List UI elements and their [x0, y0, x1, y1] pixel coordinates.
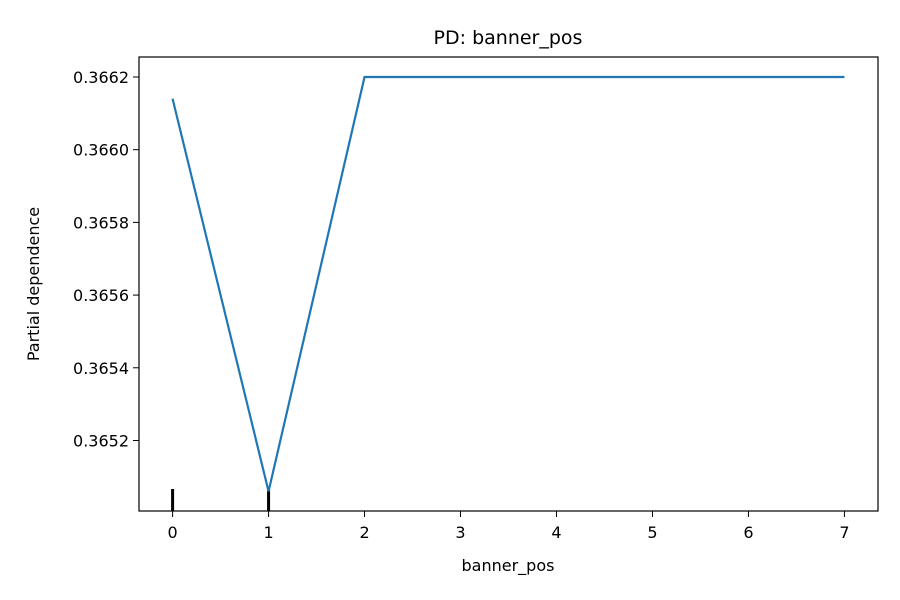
y-tick-label-3: 0.3658 — [73, 213, 129, 232]
pd-series-line-0 — [171, 75, 845, 492]
x-tick-label-7: 7 — [839, 523, 849, 542]
x-tick-label-4: 4 — [551, 523, 561, 542]
y-tick-label-0: 0.3652 — [73, 431, 129, 450]
ticks-layer: 0 1 2 3 4 5 6 7 0.3652 0.3654 0.3656 0.3658 0.3660 0.… — [73, 68, 849, 542]
rug-layer — [171, 489, 271, 511]
x-tick-label-0: 0 — [167, 523, 177, 542]
y-tick-label-4: 0.3660 — [73, 141, 129, 160]
x-tick-label-5: 5 — [647, 523, 657, 542]
x-tick-label-3: 3 — [455, 523, 465, 542]
x-tick-label-1: 1 — [263, 523, 273, 542]
plot-area-frame — [138, 56, 879, 512]
series-layer — [171, 75, 845, 492]
y-tick-label-2: 0.3656 — [73, 286, 129, 305]
x-axis-label: banner_pos — [462, 556, 555, 576]
y-tick-label-5: 0.3662 — [73, 68, 129, 87]
y-tick-label-1: 0.3654 — [73, 359, 129, 378]
x-tick-label-2: 2 — [359, 523, 369, 542]
y-axis-label: Partial dependence — [24, 207, 43, 361]
chart-title: PD: banner_pos — [434, 27, 583, 49]
x-tick-label-6: 6 — [743, 523, 753, 542]
